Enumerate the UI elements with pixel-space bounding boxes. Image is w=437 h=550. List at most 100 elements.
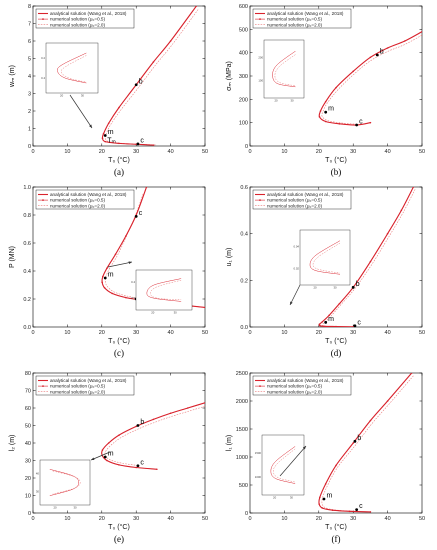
legend-entry: numerical solution (μ₀=0.5): [267, 198, 322, 203]
inset-arrow-head: [290, 301, 293, 305]
series-point: [324, 483, 327, 485]
annotation-label: b: [356, 281, 360, 288]
annotation-point: [353, 439, 357, 443]
series-point: [152, 144, 155, 146]
annotation-label: c: [359, 119, 363, 126]
inset-series-line: [146, 278, 182, 302]
y-tick-label: 0.8: [23, 213, 31, 219]
x-tick-label: 50: [419, 330, 425, 336]
y-tick-label: 1000: [236, 455, 248, 461]
y-tick-label: 1: [28, 127, 31, 133]
panel-e: 0 10 20 30 40 50 0 10 20 30 40 50 60 70 80 T₀ (°C) l₂ (m…: [9, 371, 208, 544]
legend-marker: [42, 385, 44, 387]
inset-y-tick-label: 0.2: [41, 56, 45, 60]
legend: analytical solution (Wang et al., 2018)n…: [252, 375, 352, 396]
panel-label: (d): [331, 348, 342, 358]
annotation-label: m: [108, 451, 114, 458]
x-tick-label: 50: [202, 330, 208, 336]
legend-entry: analytical solution (Wang et al., 2018): [50, 192, 127, 197]
inset-frame: [45, 42, 99, 94]
y-axis-label: l₁ (m): [226, 435, 233, 451]
series-point: [386, 47, 389, 49]
inset-x-tick-label: 20: [53, 506, 57, 510]
series-point: [107, 442, 110, 444]
x-tick-label: 20: [99, 516, 105, 522]
series-point: [118, 142, 120, 145]
inset-arrow: [107, 261, 133, 268]
series-point: [328, 314, 330, 317]
inset-x-tick-label: 20: [274, 99, 278, 103]
inset-y-tick-label: 200: [258, 55, 263, 59]
inset-y-tick-label: 1500: [255, 451, 262, 455]
series-point: [369, 56, 372, 59]
series-point: [135, 466, 137, 469]
x-tick-label: 20: [99, 149, 105, 155]
x-tick-label: 10: [281, 330, 287, 336]
series-point: [319, 110, 322, 112]
inset-frame: [263, 39, 305, 99]
x-tick-label: 0: [31, 149, 34, 155]
series-line: [318, 373, 412, 513]
y-axis-label: wₘ (m): [9, 65, 16, 88]
y-tick-label: 70: [25, 389, 31, 395]
inset-y-tick-label: 1000: [255, 475, 262, 479]
inset-frame: [39, 459, 91, 506]
series-point: [106, 267, 108, 270]
series-point: [338, 123, 341, 125]
inset-x-tick-label: 20: [313, 286, 317, 290]
series-point: [104, 140, 107, 143]
x-tick-label: 0: [31, 330, 34, 336]
legend-box: [252, 375, 352, 396]
x-tick-label: 0: [248, 516, 251, 522]
inset-frame: [261, 434, 305, 496]
annotation-point: [136, 424, 140, 427]
inset-x-tick-label: 30: [81, 94, 85, 98]
y-tick-label: 300: [239, 74, 248, 80]
legend-marker: [259, 199, 261, 202]
panel-a: 0 10 20 30 40 50 0 1 2 3 4 5 6 7 8 T₀ (°C) wₘ (m) (a) b m c T…: [9, 4, 208, 177]
series-point: [103, 287, 106, 289]
x-axis-label: T₀ (°C): [108, 156, 130, 164]
y-tick-label: 0.0: [240, 325, 248, 331]
series-point: [187, 407, 189, 409]
y-tick-label: 0: [28, 511, 31, 517]
series-group: [101, 401, 205, 471]
annotation-label: b: [380, 49, 384, 56]
x-tick-label: 0: [248, 330, 251, 336]
inset-arrow-head: [302, 446, 306, 450]
annotation-point: [351, 285, 355, 289]
y-tick-label: 60: [25, 406, 31, 412]
series-point: [101, 449, 104, 451]
series-point: [101, 281, 103, 284]
series-point: [369, 121, 372, 124]
series-point: [125, 296, 127, 299]
inset-series-line: [270, 446, 296, 484]
y-tick-label: 7: [28, 22, 31, 28]
y-tick-label: 0.6: [23, 241, 31, 247]
series-point: [421, 30, 422, 33]
series-point: [404, 40, 406, 42]
x-tick-label: 30: [350, 149, 356, 155]
legend-entry: numerical solution (μ₀=2.0): [267, 389, 322, 394]
inset-series-line: [150, 279, 182, 301]
series-point: [102, 132, 105, 135]
series-point: [152, 418, 155, 421]
series-point: [118, 464, 120, 466]
series-point: [335, 325, 337, 327]
y-axis-label: l₂ (m): [9, 435, 16, 452]
series-point: [318, 323, 321, 326]
series-point: [338, 302, 341, 305]
inset-y-tick-label: 0.4: [131, 280, 135, 284]
inset-series-line: [312, 242, 341, 274]
y-tick-label: 500: [239, 27, 248, 33]
inset-arrow: [289, 284, 301, 306]
legend-box: [35, 375, 135, 396]
inset: 20 30 200 100: [258, 39, 305, 103]
annotation-point: [136, 142, 140, 146]
plot-frame: [249, 372, 423, 514]
inset: 20 30 0.4 0.3: [131, 269, 193, 315]
x-tick-label: 20: [99, 330, 105, 336]
series-point: [323, 325, 325, 327]
y-tick-label: 80: [25, 371, 31, 377]
y-tick-label: 1500: [236, 427, 248, 433]
